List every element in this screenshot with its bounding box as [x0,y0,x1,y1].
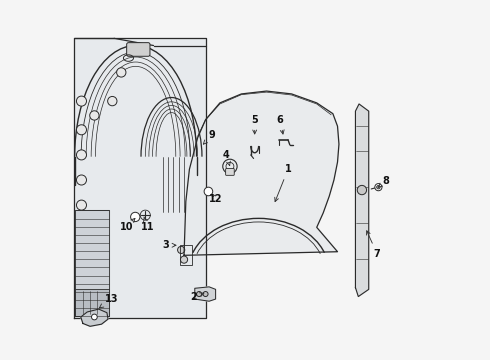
Circle shape [177,246,185,253]
Text: 5: 5 [251,115,258,134]
Text: 11: 11 [141,217,154,232]
Bar [180,244,192,265]
Circle shape [76,175,87,185]
Polygon shape [184,91,339,255]
Circle shape [196,292,201,297]
Circle shape [76,200,87,210]
Circle shape [76,125,87,135]
Circle shape [131,212,140,222]
Circle shape [180,256,188,263]
Text: 10: 10 [120,219,135,232]
Text: 12: 12 [209,194,222,204]
Text: 4: 4 [223,150,230,166]
FancyBboxPatch shape [126,42,150,56]
Text: 2: 2 [191,292,204,302]
Text: 3: 3 [162,240,176,250]
Text: 9: 9 [203,130,216,144]
Circle shape [117,68,126,77]
Circle shape [204,187,213,196]
Text: 1: 1 [275,164,292,202]
Circle shape [203,292,208,297]
Circle shape [90,111,99,120]
Circle shape [377,185,380,189]
Text: 8: 8 [378,176,389,187]
Text: 7: 7 [367,231,380,258]
Circle shape [76,150,87,160]
Polygon shape [195,287,216,301]
Circle shape [108,96,117,106]
Circle shape [76,96,87,106]
Circle shape [357,185,367,195]
Polygon shape [81,309,108,326]
Polygon shape [75,211,109,316]
Bar [75,289,109,316]
FancyBboxPatch shape [225,168,234,175]
Circle shape [375,184,382,191]
Text: 13: 13 [99,294,119,308]
Polygon shape [355,104,368,297]
Text: 6: 6 [277,115,284,134]
Circle shape [92,314,97,320]
Polygon shape [74,39,205,318]
